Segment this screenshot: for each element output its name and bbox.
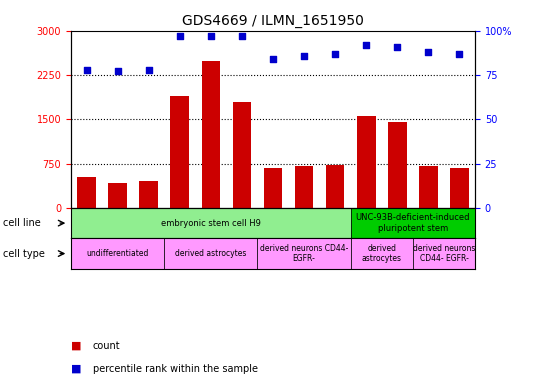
Point [424,49,433,55]
Point [393,44,402,50]
Point [82,67,91,73]
Text: UNC-93B-deficient-induced
pluripotent stem: UNC-93B-deficient-induced pluripotent st… [355,214,470,233]
Text: embryonic stem cell H9: embryonic stem cell H9 [161,218,261,228]
Point [362,42,371,48]
Bar [295,166,313,208]
Point [175,33,184,39]
Bar [170,96,189,208]
Bar [77,177,96,208]
Bar [201,61,220,208]
Bar [71,208,351,238]
Point [269,56,277,62]
Point [300,53,308,59]
Bar [233,102,251,208]
Text: cell line: cell line [3,218,40,228]
Bar [108,182,127,208]
Text: derived astrocytes: derived astrocytes [175,249,247,258]
Text: count: count [93,341,121,351]
Text: derived neurons
CD44- EGFR-: derived neurons CD44- EGFR- [413,244,475,263]
Point [331,51,340,57]
Bar [139,181,158,208]
Bar [413,238,475,269]
Point [144,67,153,73]
Bar [419,166,438,208]
Point [113,68,122,74]
Bar [450,168,469,208]
Bar [326,165,345,208]
Bar [357,116,376,208]
Title: GDS4669 / ILMN_1651950: GDS4669 / ILMN_1651950 [182,14,364,28]
Text: cell type: cell type [3,248,45,258]
Point [455,51,464,57]
Bar [258,238,351,269]
Bar [164,238,258,269]
Text: derived neurons CD44-
EGFR-: derived neurons CD44- EGFR- [260,244,348,263]
Point [206,33,215,39]
Text: percentile rank within the sample: percentile rank within the sample [93,364,258,374]
Bar [351,208,475,238]
Text: ■: ■ [71,364,81,374]
Text: undifferentiated: undifferentiated [86,249,149,258]
Text: derived
astrocytes: derived astrocytes [362,244,402,263]
Bar [388,122,407,208]
Bar [351,238,413,269]
Point [238,33,246,39]
Text: ■: ■ [71,341,81,351]
Bar [71,238,164,269]
Bar [264,168,282,208]
